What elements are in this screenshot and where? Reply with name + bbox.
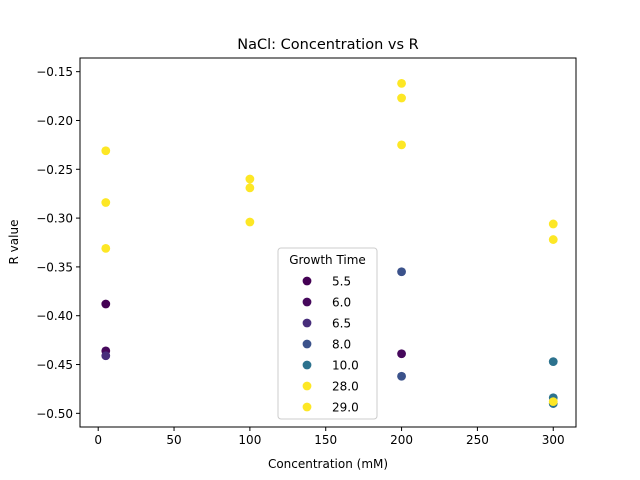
legend-items: 5.5 6.0 6.5 8.0 10.0 28.0 29.0	[302, 275, 359, 415]
data-point	[101, 146, 111, 156]
x-tick-label: 100	[238, 433, 261, 447]
legend: Growth Time 5.5 6.0 6.5 8.0 10.0 28.0 29.0	[277, 247, 378, 420]
data-point	[397, 267, 406, 277]
y-tick-label: −0.45	[36, 358, 73, 372]
x-tick-label: 150	[314, 433, 337, 447]
chart-title: NaCl: Concentration vs R	[237, 37, 418, 53]
x-tick-label: 0	[94, 433, 102, 447]
data-points	[101, 78, 558, 408]
legend-box	[277, 247, 378, 420]
y-tick-label: −0.35	[36, 260, 73, 274]
legend-marker	[302, 360, 312, 370]
data-point	[101, 299, 111, 309]
data-point	[101, 243, 111, 253]
data-point	[245, 174, 255, 184]
x-axis-ticks: 0 50 100 150 200 250 300	[94, 427, 565, 447]
plot-frame	[79, 57, 577, 428]
legend-marker	[302, 276, 312, 286]
legend-title: Growth Time	[289, 253, 366, 267]
legend-marker	[302, 381, 312, 391]
data-point	[245, 217, 255, 227]
data-point	[101, 198, 111, 207]
y-axis-label: R value	[7, 220, 21, 265]
y-tick-label: −0.40	[36, 309, 73, 323]
y-tick-label: −0.30	[36, 212, 73, 226]
data-point	[397, 140, 406, 150]
legend-label: 28.0	[332, 380, 359, 394]
legend-label: 6.5	[332, 317, 351, 331]
y-tick-label: −0.25	[36, 163, 73, 177]
data-point	[397, 93, 406, 103]
y-axis-ticks: −0.50 −0.45 −0.40 −0.35 −0.30 −0.25 −0.20 −0.15	[36, 65, 80, 421]
legend-marker	[302, 318, 312, 328]
legend-label: 29.0	[332, 401, 359, 415]
x-tick-label: 200	[390, 433, 413, 447]
y-tick-label: −0.15	[36, 65, 73, 79]
data-point	[397, 349, 406, 359]
data-point	[548, 219, 558, 229]
data-point	[397, 371, 406, 381]
data-point	[548, 357, 558, 366]
legend-marker	[302, 339, 312, 349]
data-point	[548, 235, 558, 244]
legend-label: 5.5	[332, 275, 351, 289]
legend-marker	[302, 402, 312, 412]
y-tick-label: −0.50	[36, 407, 73, 421]
y-tick-label: −0.20	[36, 114, 73, 128]
data-point	[548, 397, 558, 407]
data-point	[397, 78, 406, 88]
legend-label: 6.0	[332, 296, 351, 310]
x-tick-label: 250	[466, 433, 489, 447]
x-tick-label: 300	[542, 433, 565, 447]
data-point	[101, 351, 111, 361]
x-axis-label: Concentration (mM)	[268, 457, 388, 471]
legend-label: 8.0	[332, 338, 351, 352]
data-point	[245, 183, 255, 193]
legend-marker	[302, 297, 312, 307]
x-tick-label: 50	[166, 433, 181, 447]
legend-label: 10.0	[332, 359, 359, 373]
